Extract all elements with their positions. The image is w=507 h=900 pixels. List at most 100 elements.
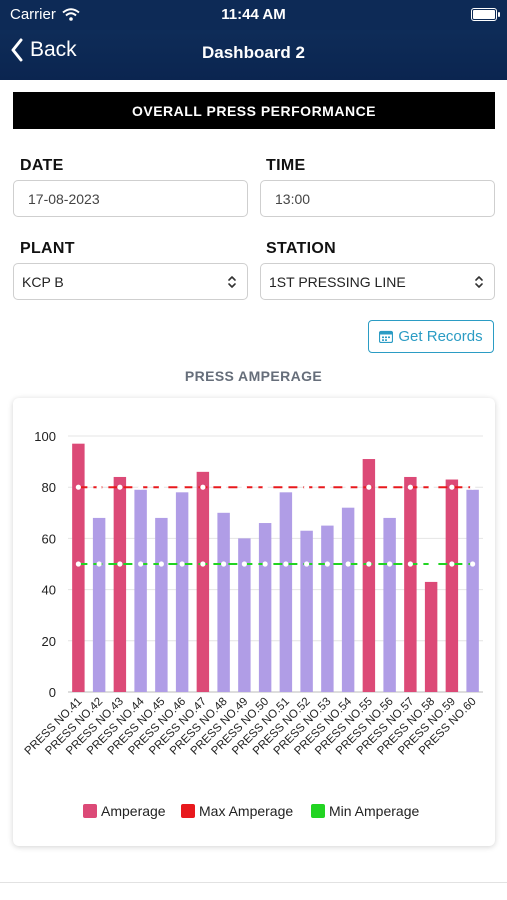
max-amperage-point [96,484,102,490]
max-amperage-point [470,484,476,490]
y-tick-label: 100 [34,429,56,444]
max-amperage-point [221,484,227,490]
min-amperage-point [470,561,476,567]
min-amperage-point [283,561,289,567]
max-amperage-point [304,484,310,490]
max-amperage-point [366,484,372,490]
nav-bar: Back Dashboard 2 [0,30,507,80]
bar [113,476,127,692]
legend-swatch [311,804,325,818]
bar [321,525,334,692]
chevron-updown-icon [475,276,483,288]
max-amperage-point [138,484,144,490]
max-amperage-point [179,484,185,490]
min-amperage-point [96,561,102,567]
max-amperage-point [117,484,123,490]
y-tick-label: 80 [42,480,56,495]
max-amperage-point [241,484,247,490]
max-amperage-point [345,484,351,490]
wifi-icon [62,8,80,21]
min-amperage-point [241,561,247,567]
chevron-left-icon [11,38,23,62]
chart-title: PRESS AMPERAGE [184,368,323,384]
y-tick-label: 40 [42,583,56,598]
max-amperage-point [428,484,434,490]
bar [258,523,272,692]
get-records-button[interactable]: Get Records [368,320,494,353]
bar [341,507,355,692]
min-amperage-point [221,561,227,567]
time-value: 13:00 [275,190,311,207]
section-banner: OVERALL PRESS PERFORMANCE [13,92,495,129]
max-amperage-point [200,484,206,490]
legend-label: Max Amperage [199,803,293,819]
battery-icon [471,8,500,21]
bar [175,492,189,692]
max-amperage-point [283,484,289,490]
bar [466,489,479,692]
min-amperage-point [449,561,455,567]
calendar-icon [379,330,394,343]
max-amperage-point [262,484,268,490]
min-amperage-point [200,561,206,567]
bar [445,479,459,692]
min-amperage-point [179,561,185,567]
date-label: DATE [20,157,64,174]
min-amperage-point [407,561,413,567]
date-value: 17-08-2023 [28,190,100,207]
bar [300,530,313,692]
max-amperage-point [449,484,455,490]
plant-value: KCP B [22,273,64,290]
bar [217,512,230,692]
min-amperage-point [117,561,123,567]
min-amperage-point [345,561,351,567]
back-button[interactable]: Back [10,38,77,62]
date-field[interactable]: 17-08-2023 [13,180,248,217]
plant-label: PLANT [20,240,75,257]
chevron-updown-icon [228,276,236,288]
carrier-group: Carrier [10,6,80,23]
bar [424,581,438,692]
max-amperage-point [407,484,413,490]
min-amperage-point [138,561,144,567]
bar [238,538,251,692]
legend-swatch [181,804,195,818]
footer-divider [0,882,507,883]
station-value: 1ST PRESSING LINE [269,273,406,290]
station-select[interactable]: 1ST PRESSING LINE [260,263,495,300]
min-amperage-point [387,561,393,567]
bar [404,476,417,692]
y-tick-label: 0 [49,685,56,700]
min-amperage-point [428,561,434,567]
bar [383,517,396,692]
status-time: 11:44 AM [221,6,286,23]
min-amperage-point [366,561,372,567]
time-label: TIME [266,157,306,174]
max-amperage-point [387,484,393,490]
max-amperage-point [75,484,81,490]
bar [362,459,376,692]
legend-label: Min Amperage [329,803,419,819]
bar [134,489,147,692]
max-amperage-point [324,484,330,490]
min-amperage-point [324,561,330,567]
bar [92,517,106,692]
chart-card: 0 20 40 60 80 100 PRESS NO.41 PRESS NO.42 PRESS … [13,398,495,846]
page-title: Dashboard 2 [202,43,305,62]
bar [155,517,168,692]
min-amperage-point [304,561,310,567]
status-bar: Carrier 11:44 AM [0,0,507,30]
y-tick-label: 20 [42,634,56,649]
plant-select[interactable]: KCP B [13,263,248,300]
back-label: Back [30,38,77,61]
bar [279,492,293,692]
get-records-label: Get Records [398,328,483,345]
y-tick-label: 60 [42,531,56,546]
min-amperage-point [262,561,268,567]
legend-swatch [83,804,97,818]
max-amperage-point [158,484,164,490]
station-label: STATION [266,240,336,257]
time-field[interactable]: 13:00 [260,180,495,217]
legend-label: Amperage [101,803,166,819]
